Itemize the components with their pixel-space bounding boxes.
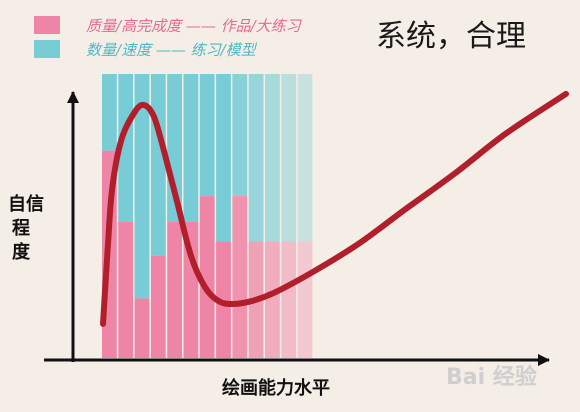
bar-quantity-segment xyxy=(134,74,150,299)
svg-text:质量/高完成度 —— 作品/大练习: 质量/高完成度 —— 作品/大练习 xyxy=(86,17,303,35)
legend-pairs-quantity: /速度 —— 练习/模型 xyxy=(114,41,258,59)
legend-swatch-quality xyxy=(34,16,60,34)
x-axis-label: 绘画能力水平 xyxy=(222,377,330,399)
legend-label-quality: 质量 xyxy=(86,17,118,35)
bar-quantity-segment xyxy=(281,74,297,242)
bar-quality-segment xyxy=(232,196,248,358)
bar-quality-segment xyxy=(199,196,215,358)
bar-quantity-segment xyxy=(102,74,117,151)
watermark: Bai 经验 xyxy=(446,364,537,390)
bar-quality-segment xyxy=(118,221,134,358)
bar-quantity-segment xyxy=(232,74,248,197)
y-axis-label: 自信程度 xyxy=(8,193,44,263)
bar-quality-segment xyxy=(183,221,199,358)
legend-label-quantity: 数量 xyxy=(86,41,118,59)
bar-quantity-segment xyxy=(199,74,215,197)
bar-quantity-segment xyxy=(248,74,264,242)
bar-quantity-segment xyxy=(265,74,280,242)
bars-group xyxy=(102,74,313,358)
svg-text:数量/速度 —— 练习/模型: 数量/速度 —— 练习/模型 xyxy=(86,41,258,59)
confidence-curve xyxy=(100,90,569,327)
chart-title: 系统，合理 xyxy=(376,19,526,54)
bar-quality-segment xyxy=(167,221,182,358)
bar-quantity-segment xyxy=(150,74,166,256)
bar-quality-segment xyxy=(216,241,231,358)
bar-quantity-segment xyxy=(118,74,134,222)
bar-quantity-segment xyxy=(297,74,313,242)
legend-pairs-quality: /高完成度 —— 作品/大练习 xyxy=(114,17,303,35)
legend-swatch-quantity xyxy=(34,40,60,58)
bar-quality-segment xyxy=(150,255,166,358)
bar-quality-segment xyxy=(297,241,313,358)
bar-quality-segment xyxy=(281,241,297,358)
legend: 质量/高完成度 —— 作品/大练习 数量/速度 —— 练习/模型 xyxy=(34,16,303,59)
bar-quality-segment xyxy=(265,241,280,358)
bar-quality-segment xyxy=(134,298,150,358)
bar-quantity-segment xyxy=(183,74,199,222)
bar-quantity-segment xyxy=(216,74,231,242)
